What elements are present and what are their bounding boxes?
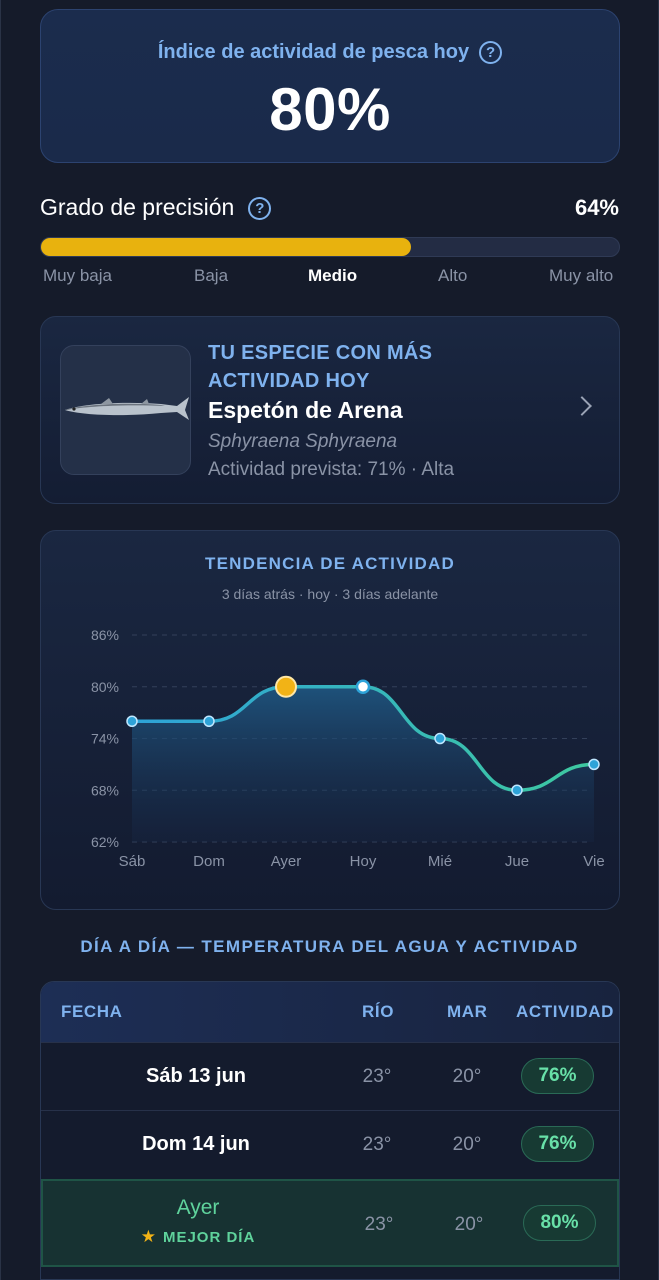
data-point xyxy=(203,715,215,727)
species-kicker-line1: TU ESPECIE CON MÁS xyxy=(208,342,433,364)
scale-high: Alto xyxy=(438,266,468,285)
trend-area xyxy=(132,686,594,842)
day-by-day-heading: DÍA A DÍA — TEMPERATURA DEL AGUA Y ACTIV… xyxy=(80,937,579,956)
trend-subtitle: 3 días atrás · hoy · 3 días adelante xyxy=(221,586,439,602)
scale-low: Baja xyxy=(194,266,229,285)
table-row[interactable]: Dom 14 jun 23° 20° 76% xyxy=(41,1110,619,1178)
y-tick-label: 86% xyxy=(91,627,119,643)
x-tick-label: Hoy xyxy=(350,853,377,870)
activity-index-value: 80% xyxy=(269,76,391,143)
trend-chart: 86% 80% 74% 68% 62%Sáb Dom Ayer Hoy Mié Jue Vie xyxy=(91,627,605,870)
row-river-temp: 23° xyxy=(362,1134,392,1155)
precision-label: Grado de precisión xyxy=(40,194,235,220)
species-latin-name: Sphyraena Sphyraena xyxy=(208,431,398,452)
precision-help-icon[interactable]: ? xyxy=(248,197,272,220)
day-table: FECHA RÍO MAR ACTIVIDAD Sáb 13 jun 23° 2… xyxy=(40,981,620,1280)
row-activity-badge: 76% xyxy=(521,1126,594,1162)
row-sea-temp: 20° xyxy=(452,1134,482,1155)
scale-very-low: Muy baja xyxy=(43,266,112,285)
y-tick-label: 74% xyxy=(91,731,119,747)
table-row-best[interactable]: Ayer ★ MEJOR DÍA 23° 20° 80% xyxy=(41,1179,619,1267)
row-date: Ayer xyxy=(176,1196,220,1219)
activity-index-label: Índice de actividad de pesca hoy xyxy=(157,41,470,63)
x-tick-label: Dom xyxy=(193,853,225,870)
row-river-temp: 23° xyxy=(364,1214,394,1235)
best-day-tag: ★ MEJOR DÍA xyxy=(43,1227,353,1247)
row-river-temp: 23° xyxy=(362,1066,392,1087)
x-tick-label: Jue xyxy=(505,853,529,870)
row-sea-temp: 20° xyxy=(454,1214,484,1235)
activity-trend-card: TENDENCIA DE ACTIVIDAD 3 días atrás · ho… xyxy=(40,530,620,910)
y-tick-label: 80% xyxy=(91,679,119,695)
y-tick-label: 62% xyxy=(91,834,119,850)
col-sea: MAR xyxy=(447,1002,488,1021)
data-point xyxy=(588,758,600,771)
data-point xyxy=(511,784,523,796)
scale-medium: Medio xyxy=(308,266,358,285)
precision-bar-fill xyxy=(41,238,411,256)
precision-title: Grado de precisión? xyxy=(40,194,272,221)
species-activity: Actividad prevista: 71% · Alta xyxy=(208,459,455,480)
row-date: Sáb 13 jun xyxy=(145,1065,247,1087)
y-tick-label: 68% xyxy=(91,782,119,798)
precision-value: 64% xyxy=(574,195,619,220)
row-activity-badge: 76% xyxy=(521,1058,594,1094)
table-header: FECHA RÍO MAR ACTIVIDAD xyxy=(41,982,619,1042)
row-date: Dom 14 jun xyxy=(142,1133,250,1155)
precision-bar xyxy=(40,237,620,257)
row-sea-temp: 20° xyxy=(452,1066,482,1087)
highlight-point xyxy=(275,675,297,698)
data-point xyxy=(434,732,446,745)
x-tick-label: Vie xyxy=(583,853,604,870)
help-icon[interactable]: ? xyxy=(479,41,503,64)
activity-index-card: Índice de actividad de pesca hoy? 80% xyxy=(40,9,620,163)
best-day-label: MEJOR DÍA xyxy=(162,1229,256,1246)
scale-very-high: Muy alto xyxy=(549,266,614,285)
col-river: RÍO xyxy=(362,1002,395,1021)
x-tick-label: Sáb xyxy=(119,853,146,870)
species-kicker: TU ESPECIE CON MÁS ACTIVIDAD HOY xyxy=(208,339,508,395)
today-point xyxy=(355,679,371,694)
species-kicker-line2: ACTIVIDAD HOY xyxy=(208,370,370,392)
species-name: Espetón de Arena xyxy=(208,397,403,423)
x-tick-label: Mié xyxy=(428,853,452,870)
star-icon: ★ xyxy=(140,1227,157,1246)
x-tick-label: Ayer xyxy=(271,853,302,870)
col-date: FECHA xyxy=(61,1002,123,1021)
activity-index-title: Índice de actividad de pesca hoy? xyxy=(41,41,619,64)
chevron-right-icon xyxy=(572,396,592,416)
data-point xyxy=(126,715,138,727)
table-row[interactable]: Sáb 13 jun 23° 20° 76% xyxy=(41,1042,619,1110)
trend-title: TENDENCIA DE ACTIVIDAD xyxy=(205,554,455,573)
barracuda-icon xyxy=(65,397,189,420)
row-activity-badge: 80% xyxy=(523,1205,596,1241)
col-activity: ACTIVIDAD xyxy=(516,1002,614,1021)
fish-image xyxy=(60,345,191,475)
top-species-card[interactable]: TU ESPECIE CON MÁS ACTIVIDAD HOY Espetón… xyxy=(40,316,620,504)
